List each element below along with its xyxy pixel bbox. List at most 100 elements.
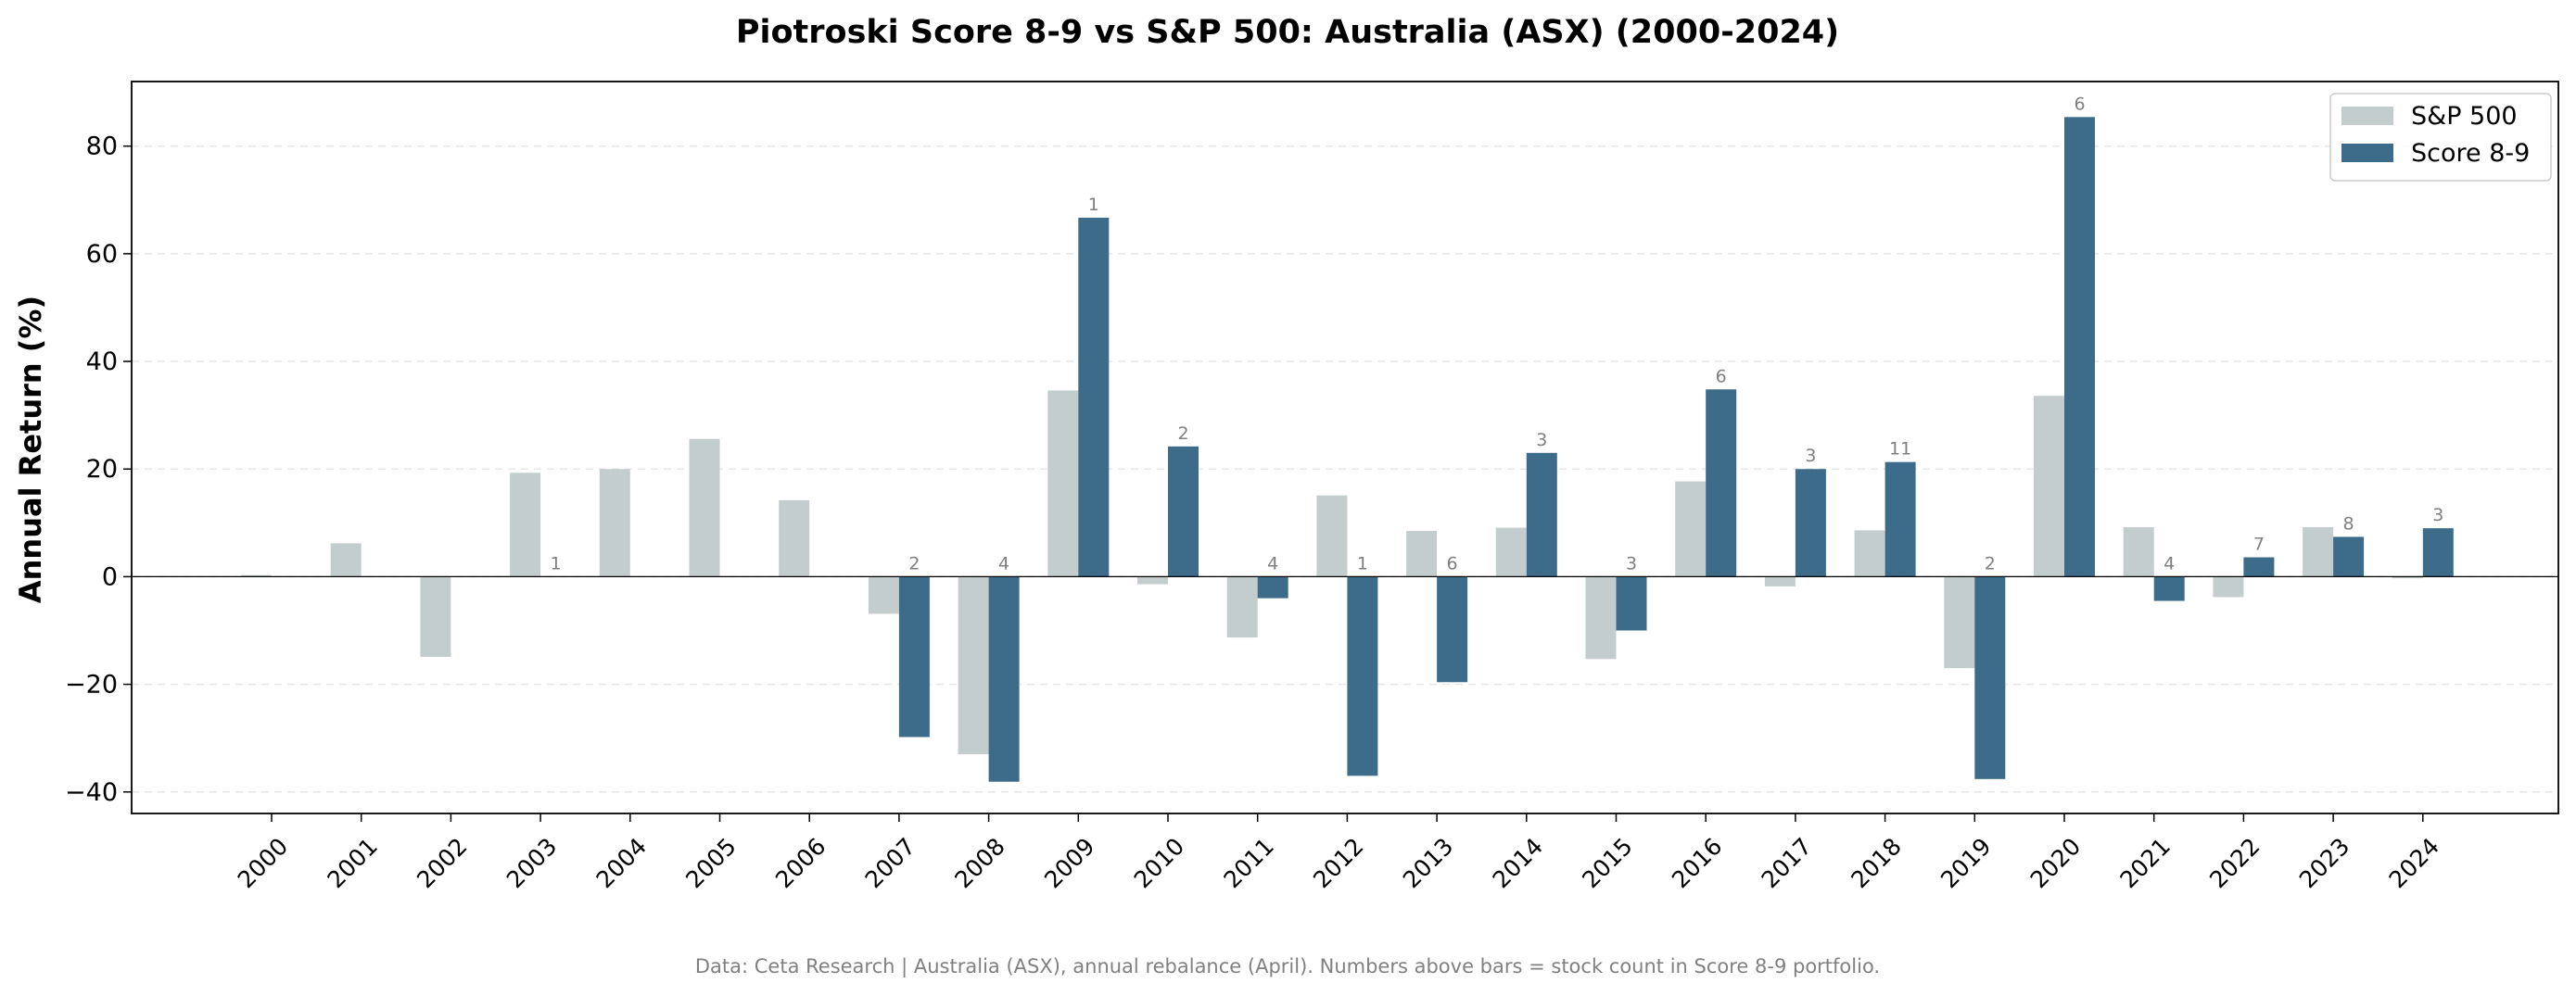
sp500-bar xyxy=(2034,396,2064,577)
x-tick-label: 2009 xyxy=(1039,833,1099,893)
score-8-9-bar xyxy=(2153,576,2185,601)
y-tick-label: 60 xyxy=(86,240,118,269)
x-tick-label: 2005 xyxy=(680,833,741,893)
legend-swatch xyxy=(2341,107,2393,125)
score-8-9-bar xyxy=(1616,576,1647,631)
x-tick-label: 2006 xyxy=(770,833,831,893)
stock-count-label: 8 xyxy=(2343,513,2354,534)
x-tick-label: 2013 xyxy=(1398,833,1458,893)
sp500-bar xyxy=(1137,576,1168,585)
score-8-9-bar xyxy=(1706,389,1737,577)
x-tick-label: 2014 xyxy=(1488,833,1548,893)
y-tick-label: −20 xyxy=(65,671,118,700)
sp500-bar xyxy=(1944,576,1975,669)
sp500-bar xyxy=(1675,481,1707,577)
y-tick-label: −40 xyxy=(65,778,118,807)
sp500-bar xyxy=(2213,576,2244,598)
x-tick-label: 2023 xyxy=(2294,833,2354,893)
x-tick-label: 2000 xyxy=(233,833,293,893)
score-8-9-bar xyxy=(1437,576,1468,683)
x-tick-label: 2024 xyxy=(2384,833,2444,893)
y-tick-label: 0 xyxy=(102,562,118,591)
stock-count-label: 3 xyxy=(1536,430,1547,450)
stock-count-labels: 1 2 4 1 2 4 1 6 3 3 6 3 11 2 6 4 7 8 3 xyxy=(551,94,2444,574)
stock-count-label: 4 xyxy=(2164,553,2175,574)
score-8-9-bar xyxy=(2064,117,2095,577)
y-tick-label: 40 xyxy=(86,347,118,376)
x-tick-label: 2010 xyxy=(1129,833,1189,893)
stock-count-label: 2 xyxy=(1985,553,1996,574)
x-tick-label: 2004 xyxy=(591,833,652,893)
sp500-bar xyxy=(868,576,899,614)
x-tick-label: 2019 xyxy=(1935,833,1996,893)
stock-count-label: 6 xyxy=(2074,94,2085,114)
y-tick-label: 80 xyxy=(86,132,118,161)
x-tick-label: 2016 xyxy=(1667,833,1727,893)
score-8-9-bar xyxy=(898,576,930,738)
sp500-bar xyxy=(1495,527,1527,577)
sp500-bar xyxy=(2303,526,2334,577)
x-tick-label: 2022 xyxy=(2204,833,2265,893)
score-8-9-bar xyxy=(1257,576,1288,599)
sp500-bar xyxy=(241,574,272,577)
sp500-bar xyxy=(958,576,989,755)
score-8-9-bar xyxy=(1795,469,1826,577)
sp500-bar xyxy=(1047,390,1079,577)
stock-count-label: 6 xyxy=(1716,366,1727,386)
x-tick-label: 2007 xyxy=(860,833,920,893)
sp500-bar xyxy=(420,576,451,657)
sp500-bar xyxy=(1854,530,1885,577)
score-8-9-bar xyxy=(1884,461,1916,577)
plot-frame xyxy=(131,81,2559,814)
score-8-9-bar xyxy=(1974,576,2006,779)
x-tick-label: 2002 xyxy=(412,833,472,893)
sp500-bar xyxy=(1406,531,1438,577)
bars xyxy=(241,117,2454,782)
score-8-9-bar xyxy=(1078,217,1110,577)
stock-count-label: 4 xyxy=(998,553,1009,574)
x-tick-label: 2011 xyxy=(1218,833,1278,893)
axes: −40 −20 0 20 40 60 80 2000 2001 2002 2003 2004 2005 2… xyxy=(65,81,2559,893)
sp500-bar xyxy=(1226,576,1258,638)
x-tick-label: 2021 xyxy=(2114,833,2175,893)
x-tick-label: 2017 xyxy=(1757,833,1817,893)
grid-lines xyxy=(132,145,2558,793)
score-8-9-bar xyxy=(988,576,1020,782)
sp500-bar xyxy=(2123,526,2154,577)
stock-count-label: 11 xyxy=(1889,439,1911,460)
stock-count-label: 7 xyxy=(2253,535,2265,555)
y-tick-label: 20 xyxy=(86,455,118,484)
stock-count-label: 4 xyxy=(1267,553,1278,574)
sp500-bar xyxy=(599,469,630,577)
score-8-9-bar xyxy=(2333,536,2365,577)
score-8-9-bar xyxy=(2422,528,2454,577)
stock-count-label: 2 xyxy=(1177,423,1188,444)
sp500-bar xyxy=(689,438,720,577)
sp500-bar xyxy=(1316,495,1348,577)
legend-label: S&P 500 xyxy=(2411,102,2518,131)
legend: S&P 500 Score 8-9 xyxy=(2329,93,2552,182)
x-tick-label: 2008 xyxy=(949,833,1009,893)
score-8-9-bar xyxy=(1526,452,1557,577)
stock-count-label: 1 xyxy=(1088,195,1099,215)
score-8-9-bar xyxy=(1347,576,1378,776)
stock-count-label: 1 xyxy=(551,553,562,574)
stock-count-label: 3 xyxy=(1805,446,1816,466)
footnote: Data: Ceta Research | Australia (ASX), a… xyxy=(695,955,1880,978)
legend-label: Score 8-9 xyxy=(2411,139,2530,168)
sp500-bar xyxy=(779,499,810,577)
stock-count-label: 2 xyxy=(908,553,920,574)
y-axis-label: Annual Return (%) xyxy=(13,296,48,603)
x-tick-label: 2012 xyxy=(1308,833,1368,893)
stock-count-label: 6 xyxy=(1447,553,1458,574)
score-8-9-bar xyxy=(2243,557,2275,577)
score-8-9-bar xyxy=(1168,446,1199,577)
chart-title: Piotroski Score 8-9 vs S&P 500: Australi… xyxy=(736,14,1839,51)
x-tick-label: 2003 xyxy=(501,833,562,893)
sp500-bar xyxy=(510,473,541,577)
stock-count-label: 3 xyxy=(1626,553,1637,574)
x-tick-label: 2015 xyxy=(1577,833,1637,893)
sp500-bar xyxy=(1585,576,1617,660)
